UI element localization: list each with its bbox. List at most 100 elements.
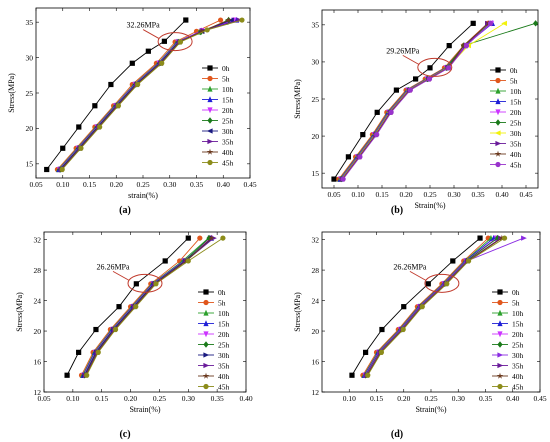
data-point-0h [374, 109, 380, 115]
data-point-45h [59, 166, 65, 173]
series-45h [365, 235, 508, 378]
series-line-20h [364, 237, 497, 376]
x-tick-label: 0.35 [471, 190, 484, 199]
x-tick-label: 0.10 [56, 180, 69, 189]
data-point-0h [162, 258, 168, 264]
data-point-0h [92, 103, 98, 109]
y-tick-label: 24 [34, 296, 42, 305]
legend-label-30h: 30h [512, 351, 524, 360]
x-tick-label: 0.40 [239, 394, 252, 403]
data-point-45h [357, 154, 363, 160]
legend-label-45h: 45h [510, 160, 522, 169]
y-tick-label: 32 [34, 235, 42, 244]
series-line-25h [340, 22, 536, 180]
series-line-45h [367, 237, 505, 376]
legend-label-20h: 20h [510, 108, 522, 117]
series-line-0h [66, 237, 189, 376]
data-point-45h [463, 43, 470, 49]
panel-label: (b) [391, 205, 403, 216]
legend-label-35h: 35h [218, 361, 230, 370]
legend-label-45h: 45h [222, 158, 234, 167]
legend-label-5h: 5h [510, 76, 518, 85]
series-40h [364, 234, 506, 378]
legend-marker-0h [495, 67, 501, 73]
series-line-10h [58, 21, 227, 170]
x-axis-label: Strain(%) [129, 405, 160, 414]
series-30h [82, 235, 216, 378]
legend-marker-5h [495, 77, 501, 84]
data-point-45h [112, 326, 119, 333]
data-point-45h [487, 20, 494, 26]
legend-marker-15h [495, 98, 501, 105]
x-tick-label: 0.30 [447, 190, 460, 199]
data-point-0h [413, 76, 419, 82]
x-tick-label: 0.25 [424, 394, 437, 403]
data-point-0h [450, 258, 456, 264]
y-axis-label: Stress(MPa) [293, 79, 302, 119]
legend-label-25h: 25h [510, 118, 522, 127]
y-tick-label: 30 [312, 58, 320, 67]
x-tick-label: 0.35 [190, 180, 203, 189]
x-tick-label: 0.45 [243, 180, 256, 189]
panel-label: (d) [391, 429, 403, 440]
legend-label-0h: 0h [222, 64, 230, 73]
panel-label: (a) [119, 205, 131, 216]
series-35h [82, 235, 217, 378]
data-point-0h [44, 166, 50, 173]
series-0h [44, 17, 189, 173]
series-25h [363, 234, 501, 379]
legend-label-30h: 30h [510, 129, 522, 138]
legend-marker-0h [497, 289, 503, 295]
x-tick-label: 0.35 [479, 394, 492, 403]
data-point-30h [228, 17, 234, 23]
x-tick-label: 0.15 [95, 394, 108, 403]
data-point-0h [108, 81, 114, 88]
series-line-35h [366, 237, 502, 376]
series-15h [80, 234, 214, 378]
data-point-0h [76, 349, 82, 355]
series-25h [81, 234, 212, 379]
legend-marker-5h [497, 299, 503, 306]
plot-frame [321, 231, 541, 393]
annotation-text: 29.26MPa [386, 46, 420, 55]
legend-marker-15h [207, 96, 213, 103]
x-tick-label: 0.05 [37, 394, 50, 403]
data-point-45h [446, 65, 452, 71]
series-20h [362, 235, 499, 379]
legend-marker-20h [495, 109, 501, 116]
legend-marker-15h [497, 320, 503, 327]
series-line-40h [61, 19, 229, 170]
data-point-45h [159, 60, 165, 66]
series-40h [58, 16, 232, 173]
data-point-0h [60, 145, 66, 151]
x-tick-label: 0.15 [375, 190, 388, 199]
panel-label: (c) [119, 429, 130, 440]
annotation-leader [402, 55, 420, 65]
data-point-0h [161, 38, 167, 44]
chart-panel-2: 0.05 0.10 0.15 0.20 0.25 0.30 0.35 0.40 12 16 20 24… [15, 231, 253, 440]
data-point-0h [477, 235, 483, 241]
data-point-45h [400, 326, 406, 333]
legend-marker-40h [206, 148, 214, 155]
data-point-0h [349, 372, 355, 378]
legend-label-0h: 0h [218, 288, 226, 297]
series-line-25h [365, 237, 498, 376]
x-axis-label: Strain(%) [415, 405, 446, 414]
legend-label-25h: 25h [218, 340, 230, 349]
series-25h [338, 20, 539, 183]
x-tick-label: 0.25 [136, 180, 149, 189]
series-0h [331, 20, 476, 182]
legend-marker-45h [207, 159, 213, 166]
legend-label-45h: 45h [218, 382, 230, 391]
x-tick-label: 0.40 [495, 190, 508, 199]
legend-label-10h: 10h [512, 309, 524, 318]
x-tick-label: 0.15 [83, 180, 96, 189]
x-tick-label: 0.30 [163, 180, 176, 189]
x-tick-label: 0.10 [351, 190, 364, 199]
y-tick-label: 15 [26, 160, 34, 169]
y-tick-label: 20 [26, 124, 34, 133]
x-tick-label: 0.10 [343, 394, 356, 403]
y-tick-label: 28 [34, 266, 42, 275]
legend-label-0h: 0h [510, 66, 518, 75]
